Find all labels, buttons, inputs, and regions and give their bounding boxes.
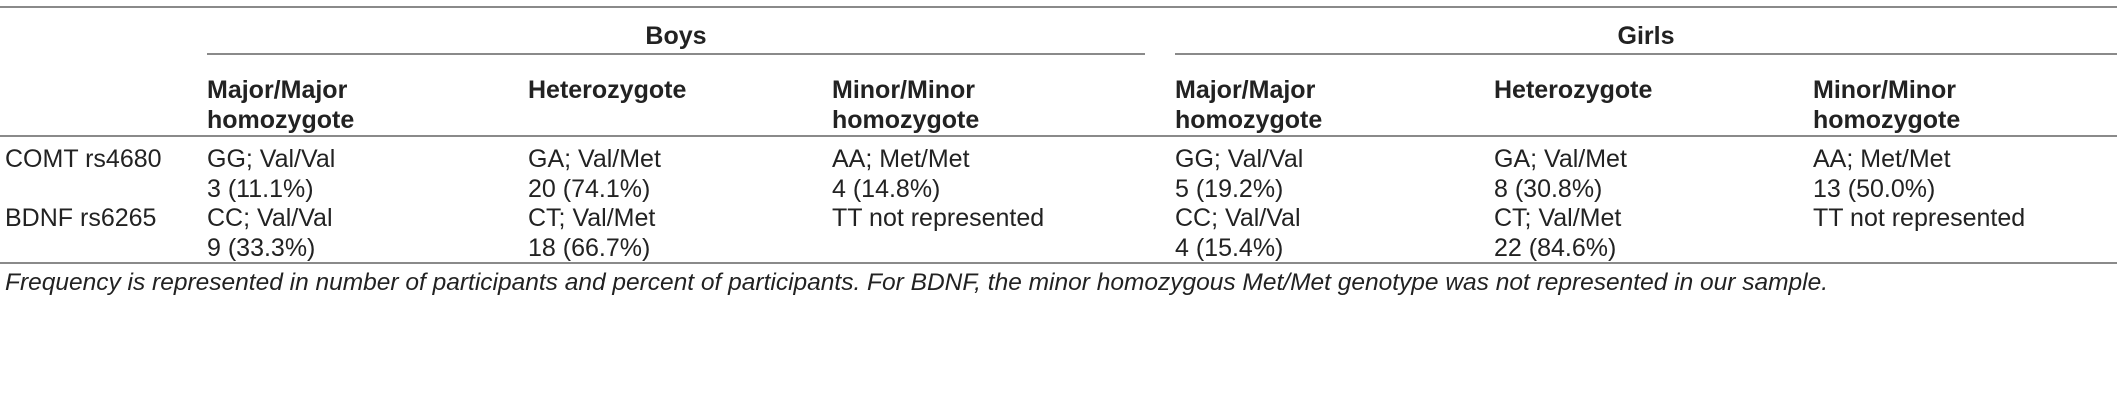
cell-genotype: CT; Val/Met xyxy=(528,204,656,232)
cell-genotype: CT; Val/Met xyxy=(1494,204,1622,232)
column-header-girls-heterozygote: Heterozygote xyxy=(1494,76,1653,104)
table-header-rule xyxy=(0,135,2117,137)
column-header-boys-minor-minor: Minor/Minor homozygote xyxy=(832,76,980,134)
cell-count: 20 (74.1%) xyxy=(528,175,651,203)
table-cell: CC; Val/Val 4 (15.4%) xyxy=(1175,203,1301,263)
cell-genotype: GA; Val/Met xyxy=(1494,145,1627,173)
table-footnote: Frequency is represented in number of pa… xyxy=(5,269,1829,296)
cell-count: 9 (33.3%) xyxy=(207,234,316,262)
cell-count: 22 (84.6%) xyxy=(1494,234,1617,262)
row-label-comt: COMT rs4680 xyxy=(5,145,162,173)
cell-count: 4 (15.4%) xyxy=(1175,234,1284,262)
table-cell: AA; Met/Met 4 (14.8%) xyxy=(832,144,970,204)
table-cell: TT not represented xyxy=(1813,203,2025,233)
cell-genotype: GG; Val/Val xyxy=(207,145,336,173)
cell-count: 13 (50.0%) xyxy=(1813,175,1936,203)
table-cell: GA; Val/Met 8 (30.8%) xyxy=(1494,144,1627,204)
table-cell: AA; Met/Met 13 (50.0%) xyxy=(1813,144,1951,204)
table-cell: GG; Val/Val 3 (11.1%) xyxy=(207,144,335,204)
column-header-girls-minor-minor: Minor/Minor homozygote xyxy=(1813,76,1961,134)
table-cell: CT; Val/Met 22 (84.6%) xyxy=(1494,203,1621,263)
cell-genotype: CC; Val/Val xyxy=(207,204,333,232)
cell-genotype: TT not represented xyxy=(832,204,1045,232)
cell-count: 4 (14.8%) xyxy=(832,175,941,203)
cell-genotype: GA; Val/Met xyxy=(528,145,661,173)
cell-count: 8 (30.8%) xyxy=(1494,175,1603,203)
row-label-bdnf: BDNF rs6265 xyxy=(5,204,157,232)
table-bottom-rule xyxy=(0,262,2117,264)
cell-genotype: AA; Met/Met xyxy=(832,145,970,173)
cell-genotype: AA; Met/Met xyxy=(1813,145,1951,173)
table-cell: GA; Val/Met 20 (74.1%) xyxy=(528,144,661,204)
group-rule-boys xyxy=(207,53,1145,55)
cell-count: 18 (66.7%) xyxy=(528,234,651,262)
table-cell: TT not represented xyxy=(832,203,1044,233)
column-header-boys-heterozygote: Heterozygote xyxy=(528,76,687,104)
cell-count: 3 (11.1%) xyxy=(207,175,314,203)
table-cell: GG; Val/Val 5 (19.2%) xyxy=(1175,144,1303,204)
table-cell: CT; Val/Met 18 (66.7%) xyxy=(528,203,655,263)
cell-genotype: CC; Val/Val xyxy=(1175,204,1301,232)
table-top-rule xyxy=(0,6,2117,8)
column-header-girls-major-major: Major/Major homozygote xyxy=(1175,76,1323,134)
cell-genotype: TT not represented xyxy=(1813,204,2026,232)
table-cell: CC; Val/Val 9 (33.3%) xyxy=(207,203,333,263)
group-rule-girls xyxy=(1175,53,2117,55)
cell-genotype: GG; Val/Val xyxy=(1175,145,1304,173)
group-header-boys: Boys xyxy=(645,22,707,50)
group-header-girls: Girls xyxy=(1617,22,1675,50)
cell-count: 5 (19.2%) xyxy=(1175,175,1284,203)
column-header-boys-major-major: Major/Major homozygote xyxy=(207,76,355,134)
